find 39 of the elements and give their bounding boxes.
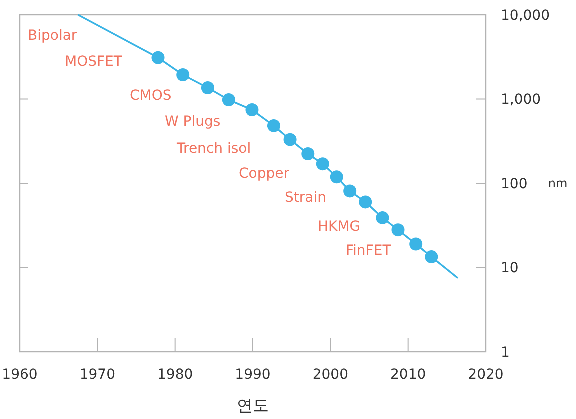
- y-tick-label: 1,000: [501, 92, 542, 108]
- point: [176, 68, 190, 82]
- x-tick-label: 2010: [390, 367, 426, 383]
- x-tick-label: 2000: [312, 367, 348, 383]
- x-tick-label: 1960: [2, 367, 38, 383]
- point: [152, 51, 165, 64]
- point: [376, 211, 390, 224]
- x-tick-label: 1980: [158, 367, 194, 383]
- point: [330, 170, 344, 184]
- x-axis-title: 연도: [237, 396, 269, 415]
- x-tick-label: 1990: [235, 367, 271, 383]
- point: [359, 196, 372, 209]
- point: [425, 250, 438, 264]
- annotation: CMOS: [130, 88, 172, 104]
- annotation: Copper: [239, 166, 290, 182]
- point: [284, 133, 297, 146]
- point: [267, 119, 280, 132]
- annotation: Trench isol: [176, 140, 252, 157]
- annotation: HKMG: [318, 218, 361, 235]
- point: [302, 147, 315, 160]
- annotation: Strain: [285, 190, 326, 206]
- point: [246, 104, 259, 117]
- y-axis-title: nm: [548, 176, 568, 191]
- y-tick-label: 10: [501, 260, 519, 277]
- y-tick-label: 100: [501, 176, 528, 192]
- annotation: FinFET: [346, 242, 392, 259]
- x-tick-label: 1970: [80, 367, 116, 383]
- point: [201, 82, 214, 94]
- point: [222, 93, 236, 106]
- y-tick-label: 10,000: [501, 8, 550, 24]
- point: [316, 158, 330, 171]
- point: [410, 238, 423, 251]
- point: [344, 184, 357, 198]
- y-tick-label: 1: [501, 344, 510, 361]
- annotation: Bipolar: [28, 28, 78, 44]
- point: [392, 224, 405, 237]
- x-tick-label: 2020: [468, 367, 504, 383]
- annotation: MOSFET: [65, 54, 123, 70]
- annotation: W Plugs: [165, 114, 221, 130]
